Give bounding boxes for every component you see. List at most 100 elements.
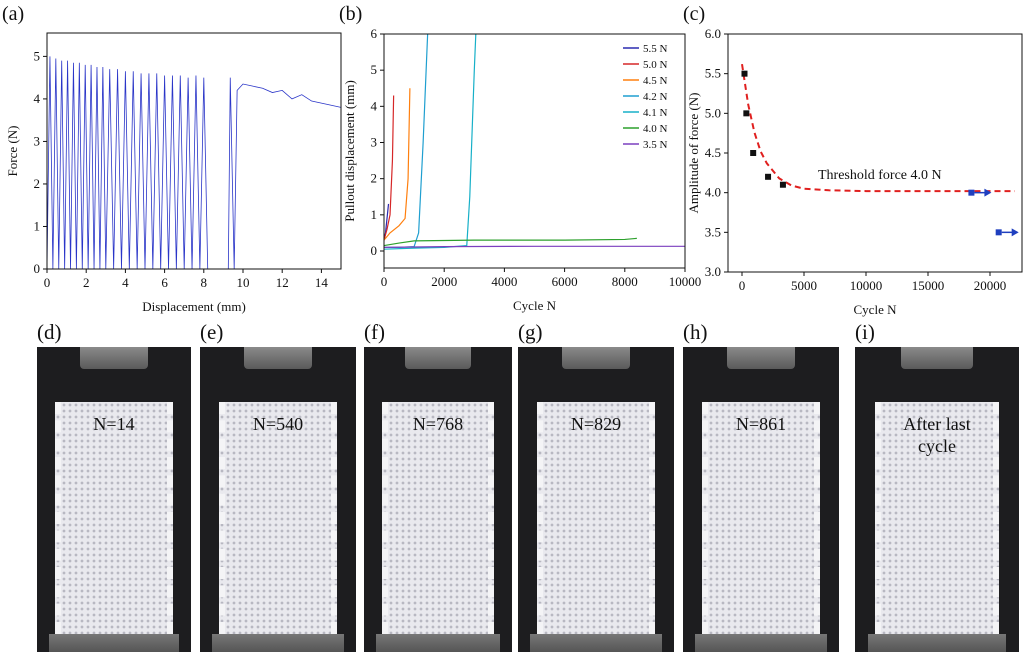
x-tick-label: 10000 — [850, 278, 883, 293]
photo: After last cycle — [855, 347, 1019, 652]
data-line — [384, 95, 395, 241]
legend-label: 4.0 N — [643, 123, 668, 135]
x-tick-label: 0 — [44, 275, 51, 290]
y-tick-label: 0 — [371, 243, 378, 258]
y-tick-label: 5.5 — [705, 66, 721, 81]
data-point — [779, 181, 786, 188]
x-axis-label: Displacement (mm) — [142, 299, 246, 314]
clamp — [375, 634, 501, 652]
photo-caption: N=768 — [412, 414, 464, 434]
legend-label: 5.5 N — [643, 43, 668, 55]
data-point — [741, 70, 748, 77]
clamp — [695, 634, 827, 652]
photo-label: (i) — [855, 320, 875, 344]
legend-label: 4.2 N — [643, 91, 668, 103]
x-tick-label: 20000 — [974, 278, 1007, 293]
panel-label: (c) — [683, 3, 705, 25]
y-tick-label: 0 — [34, 261, 41, 276]
panel-label: (b) — [339, 3, 362, 25]
x-tick-label: 4000 — [491, 274, 517, 289]
data-line — [384, 237, 637, 247]
clamp — [212, 634, 344, 652]
x-tick-label: 0 — [739, 278, 746, 293]
data-line — [47, 56, 341, 269]
x-tick-label: 15000 — [912, 278, 945, 293]
panel-label: (a) — [2, 3, 24, 25]
y-tick-label: 5.0 — [705, 105, 721, 120]
y-tick-label: 3.0 — [705, 264, 721, 279]
y-tick-label: 5 — [34, 48, 41, 63]
photo: N=540 — [200, 347, 356, 652]
x-tick-label: 6000 — [552, 274, 578, 289]
x-tick-label: 0 — [381, 274, 388, 289]
clamp — [49, 634, 179, 652]
photo-label: (e) — [200, 320, 224, 344]
y-tick-label: 4.5 — [705, 145, 721, 160]
x-tick-label: 12 — [276, 275, 289, 290]
y-tick-label: 1 — [34, 218, 41, 233]
x-tick-label: 14 — [315, 275, 329, 290]
photo: N=14 — [37, 347, 191, 652]
y-axis-label: Amplitude of force (N) — [686, 93, 701, 214]
y-tick-label: 1 — [371, 207, 378, 222]
fabric — [701, 401, 821, 634]
data-line — [384, 245, 685, 248]
x-tick-label: 10000 — [669, 274, 702, 289]
data-line — [741, 63, 1015, 193]
photo-label: (d) — [37, 320, 62, 344]
data-line — [384, 34, 477, 250]
clamp — [726, 347, 796, 369]
y-tick-label: 2 — [371, 171, 378, 186]
photo-label: (g) — [518, 320, 543, 344]
fabric — [218, 401, 338, 634]
clamp — [243, 347, 313, 369]
charts: (a)Displacement (mm)Force (N)0 2 4 6 8 10 12 14… — [2, 3, 1023, 317]
fabric — [381, 401, 495, 634]
data-point — [750, 150, 757, 156]
x-axis-label: Cycle N — [854, 302, 898, 317]
photo-label: (h) — [683, 320, 708, 344]
photo-caption: N=14 — [93, 414, 135, 434]
x-tick-label: 6 — [161, 275, 168, 290]
x-tick-label: 2 — [83, 275, 90, 290]
data-point — [743, 110, 750, 117]
legend-label: 4.1 N — [643, 107, 668, 119]
x-tick-label: 8 — [201, 275, 208, 290]
clamp — [80, 347, 148, 369]
axes-frame — [727, 33, 1023, 273]
y-tick-label: 3 — [371, 135, 378, 150]
clamp — [868, 634, 1006, 652]
legend-label: 4.5 N — [643, 75, 668, 87]
legend-label: 5.0 N — [643, 59, 668, 71]
y-tick-label: 3 — [34, 133, 41, 148]
data-point — [968, 189, 975, 196]
x-tick-label: 2000 — [431, 274, 457, 289]
clamp — [561, 347, 631, 369]
y-tick-label: 5 — [371, 62, 378, 77]
annotation: Threshold force 4.0 N — [818, 168, 942, 183]
clamp — [530, 634, 662, 652]
y-tick-label: 6 — [371, 26, 378, 41]
clamp — [405, 347, 471, 369]
photo-caption: After last cycle — [903, 414, 971, 456]
x-tick-label: 4 — [122, 275, 129, 290]
fabric — [874, 401, 1000, 634]
y-tick-label: 2 — [34, 176, 41, 191]
fabric — [55, 401, 173, 634]
x-axis-label: Cycle N — [513, 298, 557, 313]
x-tick-label: 5000 — [791, 278, 817, 293]
data-point — [995, 229, 1002, 236]
axes-frame — [46, 32, 342, 270]
fabric — [536, 401, 656, 634]
y-tick-label: 4 — [34, 91, 41, 106]
axes-frame — [383, 33, 686, 269]
y-axis-label: Force (N) — [5, 126, 20, 177]
y-tick-label: 6.0 — [705, 26, 721, 41]
data-point — [765, 173, 772, 180]
photo-caption: N=861 — [735, 414, 787, 434]
y-tick-label: 4 — [371, 98, 378, 113]
y-axis-label: Pullout displacement (mm) — [342, 80, 357, 222]
photo-caption: N=540 — [252, 414, 304, 434]
arrow-head — [1011, 228, 1019, 237]
